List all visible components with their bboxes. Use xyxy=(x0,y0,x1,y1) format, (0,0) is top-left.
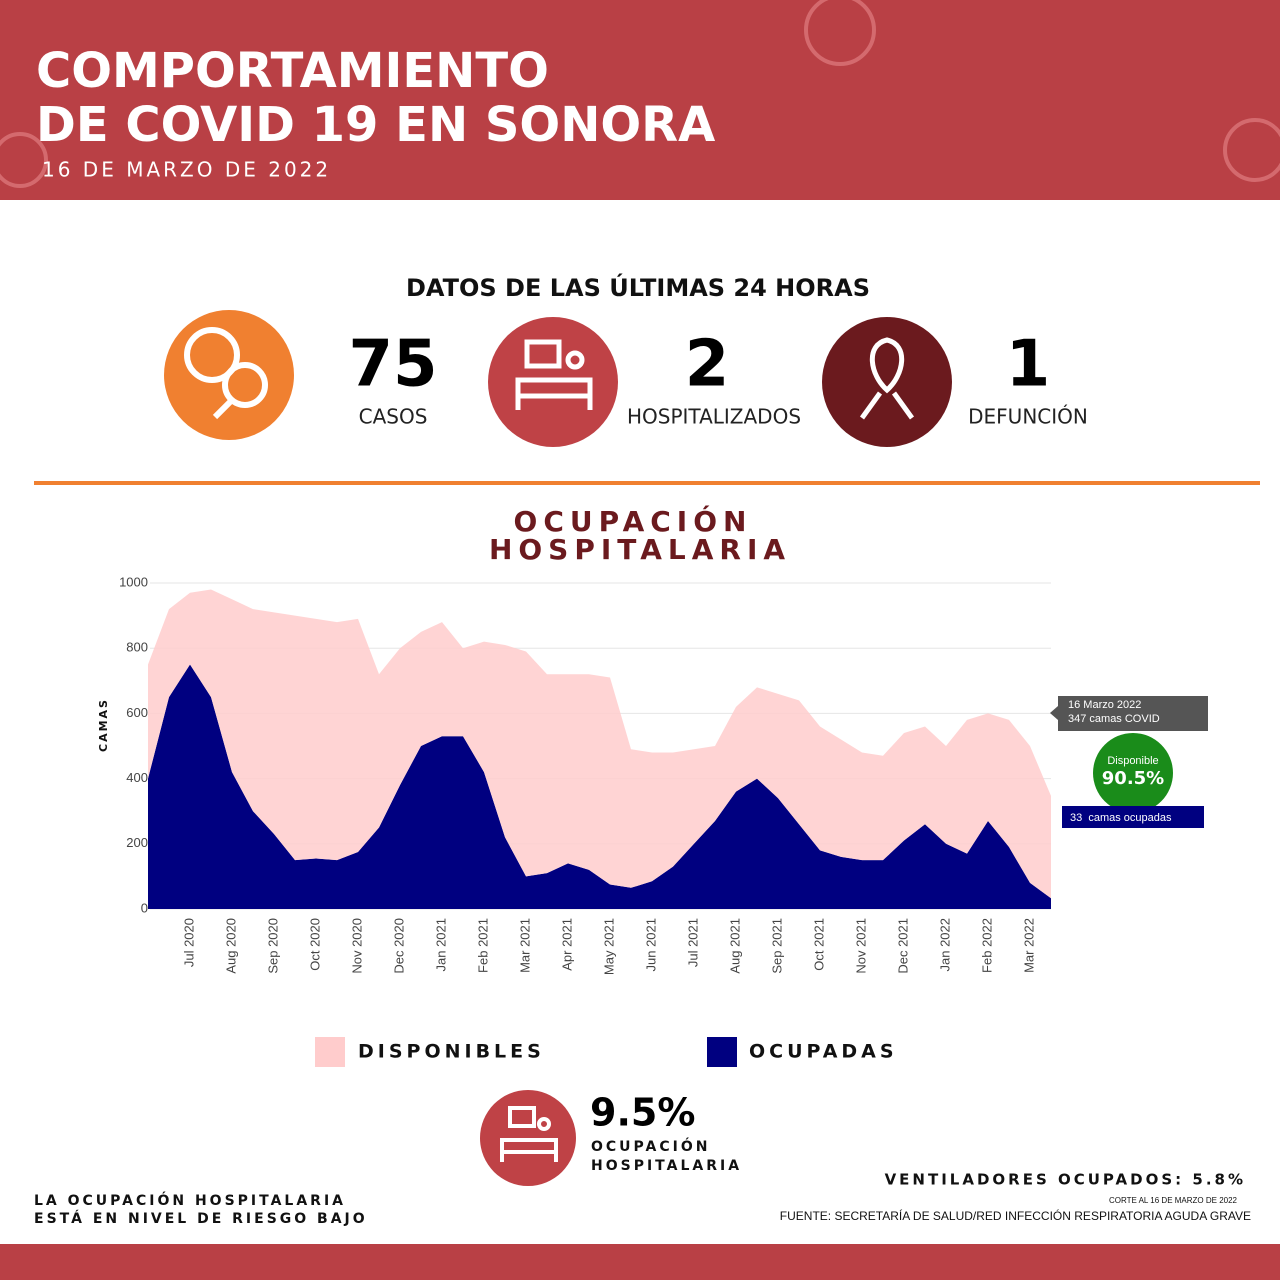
hosp-glyph xyxy=(500,1106,558,1162)
x-tick-label: Feb 2021 xyxy=(475,918,490,973)
legend-label: OCUPADAS xyxy=(749,1041,898,1063)
stat-label: HOSPITALIZADOS xyxy=(627,405,801,429)
annotation-pointer xyxy=(1050,706,1058,720)
annotation: Disponible xyxy=(1107,755,1158,767)
ventilators: VENTILADORES OCUPADOS: 5.8% xyxy=(885,1171,1246,1189)
divider xyxy=(34,481,1260,485)
x-tick-label: Jul 2021 xyxy=(685,918,700,967)
source: FUENTE: SECRETARÍA DE SALUD/RED INFECCIÓ… xyxy=(780,1208,1251,1223)
stat-value: 75 xyxy=(348,328,437,402)
annotation: 90.5% xyxy=(1102,768,1164,789)
death-icon xyxy=(822,317,952,447)
occupancy-pct: 9.5% xyxy=(590,1091,695,1135)
x-tick-label: May 2021 xyxy=(601,918,616,975)
x-tick-label: Sep 2021 xyxy=(769,918,784,974)
x-tick-label: Oct 2021 xyxy=(811,918,826,971)
legend-swatch xyxy=(315,1037,345,1067)
annotation: 16 Marzo 2022 xyxy=(1068,699,1141,711)
x-tick-label: Jan 2022 xyxy=(937,918,952,972)
legend-swatch xyxy=(707,1037,737,1067)
x-tick-label: Nov 2021 xyxy=(853,918,868,974)
stat-label: DEFUNCIÓN xyxy=(968,405,1088,429)
footer-band xyxy=(0,1244,1280,1280)
cases-glyph xyxy=(184,327,268,420)
y-tick-label: 200 xyxy=(126,835,148,850)
header-band xyxy=(0,0,1280,200)
x-tick-label: Oct 2020 xyxy=(307,918,322,971)
y-tick-label: 400 xyxy=(126,770,148,785)
area xyxy=(148,589,1051,899)
annotation-box xyxy=(1058,696,1208,731)
x-tick-label: Apr 2021 xyxy=(559,918,574,971)
annotation: 347 camas COVID xyxy=(1068,713,1160,725)
risk-note: LA OCUPACIÓN HOSPITALARIA xyxy=(34,1191,346,1209)
y-axis-label: CAMAS xyxy=(97,698,110,752)
x-tick-label: Aug 2020 xyxy=(223,918,238,974)
stat-label: CASOS xyxy=(359,405,428,429)
legend-label: DISPONIBLES xyxy=(358,1041,545,1063)
cut-date: CORTE AL 16 DE MARZO DE 2022 xyxy=(1109,1196,1238,1205)
y-tick-label: 600 xyxy=(126,705,148,720)
y-tick-label: 1000 xyxy=(119,574,148,589)
x-tick-label: Jul 2020 xyxy=(181,918,196,967)
hosp-glyph xyxy=(515,339,593,410)
plot: 0 200 400 600 800 1000 Jul 2020 Aug 2020 Sep 202… xyxy=(119,574,1051,975)
x-tick-label: Nov 2020 xyxy=(349,918,364,974)
stats-heading: DATOS DE LAS ÚLTIMAS 24 HORAS xyxy=(406,272,870,302)
occupancy-label: OCUPACIÓN xyxy=(591,1137,710,1155)
annotation-box xyxy=(1062,806,1204,828)
stat-value: 1 xyxy=(1006,328,1051,402)
x-tick-label: Jun 2021 xyxy=(643,918,658,972)
ribbon-glyph xyxy=(859,337,915,420)
occupancy-label: HOSPITALARIA xyxy=(591,1158,742,1174)
y-tick-label: 0 xyxy=(141,900,148,915)
title-line: DE COVID 19 EN SONORA xyxy=(36,97,715,153)
x-tick-label: Aug 2021 xyxy=(727,918,742,974)
x-tick-label: Jan 2021 xyxy=(433,918,448,972)
x-tick-label: Feb 2022 xyxy=(979,918,994,973)
risk-note: ESTÁ EN NIVEL DE RIESGO BAJO xyxy=(34,1210,368,1227)
x-tick-label: Dec 2021 xyxy=(895,918,910,974)
annotation: 33 camas ocupadas xyxy=(1070,812,1172,824)
y-tick-label: 800 xyxy=(126,640,148,655)
x-tick-label: Mar 2021 xyxy=(517,918,532,973)
date: 16 DE MARZO DE 2022 xyxy=(42,158,331,182)
stat-value: 2 xyxy=(685,328,730,402)
virus-decor xyxy=(0,0,1280,188)
x-tick-label: Mar 2022 xyxy=(1021,918,1036,973)
chart-title: HOSPITALARIA xyxy=(489,533,791,566)
x-tick-label: Dec 2020 xyxy=(391,918,406,974)
x-tick-label: Sep 2020 xyxy=(265,918,280,974)
available-badge xyxy=(1093,733,1173,813)
title-line: COMPORTAMIENTO xyxy=(36,43,549,99)
chart-title: OCUPACIÓN xyxy=(514,504,753,538)
area xyxy=(148,664,1051,909)
